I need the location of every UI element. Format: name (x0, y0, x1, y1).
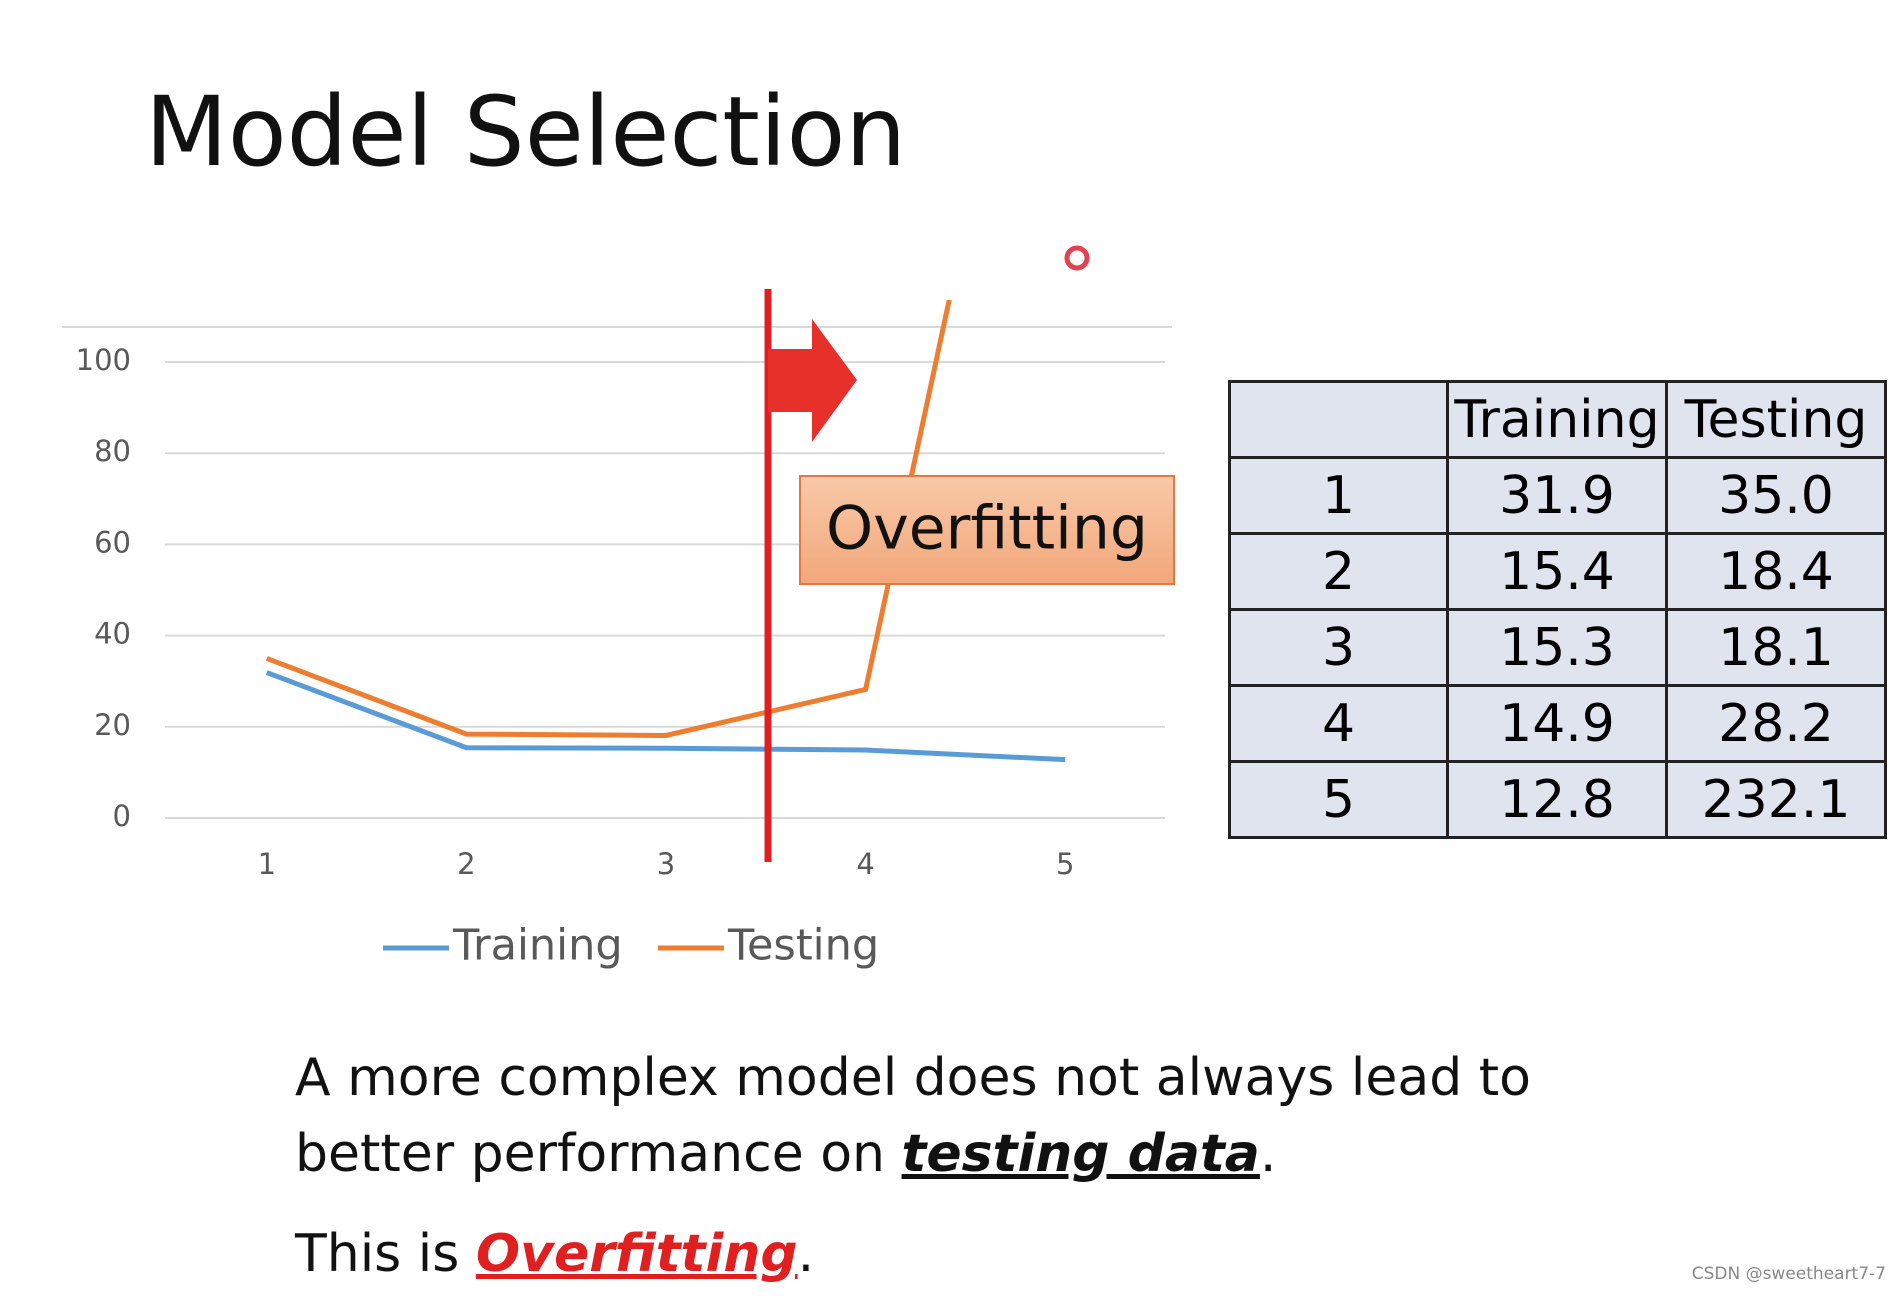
text: . (797, 1224, 815, 1284)
term: Overfitting (475, 1224, 798, 1284)
text-line: better performance on testing data. (295, 1116, 1531, 1192)
cell: 3 (1228, 608, 1449, 687)
series-line (265, 670, 1066, 763)
arrow (768, 319, 857, 442)
cell: 232.1 (1665, 760, 1887, 839)
y-tick-label: 80 (94, 434, 131, 468)
cell: 18.4 (1665, 532, 1887, 611)
cell: 1 (1228, 456, 1449, 535)
cell: 15.3 (1446, 608, 1668, 687)
x-tick-label: 5 (1056, 847, 1074, 881)
cell: 35.0 (1665, 456, 1887, 535)
legend-label: Training (452, 921, 623, 971)
x-tick-label: 1 (258, 847, 276, 881)
text: . (1259, 1124, 1277, 1184)
y-tick-label: 40 (94, 617, 131, 651)
table-row: 4 14.9 28.2 (1228, 684, 1887, 763)
watermark: CSDN @sweetheart7-7 (1691, 1264, 1886, 1284)
cell: 15.4 (1446, 532, 1668, 611)
text-line: This is Overfitting. (295, 1216, 1531, 1292)
y-tick-label: 100 (76, 343, 131, 377)
cell: 28.2 (1665, 684, 1887, 763)
slide-title: Model Selection (145, 76, 907, 188)
cell: 31.9 (1446, 456, 1668, 535)
text-line: A more complex model does not always lea… (295, 1048, 1531, 1108)
cell: Testing (1665, 380, 1887, 459)
pointer (1064, 245, 1090, 271)
table-row: Training Testing (1228, 380, 1887, 459)
table-row: 1 31.9 35.0 (1228, 456, 1887, 535)
body-text: A more complex model does not always lea… (295, 1040, 1531, 1292)
cell: Training (1446, 380, 1668, 459)
text: better performance on (295, 1124, 902, 1184)
cell: 2 (1228, 532, 1449, 611)
x-tick-label: 4 (856, 847, 874, 881)
emphasis: testing data (901, 1124, 1260, 1184)
plot (265, 300, 1066, 763)
chart: 0 20 40 60 80 100 1 2 3 4 5 Overfitting Training Te… (62, 245, 1175, 971)
annotation: Overfitting (826, 494, 1148, 564)
series-line (265, 300, 952, 738)
y-tick-label: 20 (94, 708, 131, 742)
grid: 0 20 40 60 80 100 1 2 3 4 5 (76, 343, 1165, 881)
y-tick-label: 0 (113, 799, 131, 833)
annotation-box (799, 475, 1175, 585)
table-row: 2 15.4 18.4 (1228, 532, 1887, 611)
table-row: 5 12.8 232.1 (1228, 760, 1887, 839)
legend-label: Testing (727, 921, 879, 971)
x-tick-label: 3 (657, 847, 675, 881)
table: Training Testing 1 31.9 35.0 2 15.4 18.4 3 15.3 18… (1228, 380, 1887, 839)
text: This is (295, 1224, 476, 1284)
cell: 14.9 (1446, 684, 1668, 763)
cell: 5 (1228, 760, 1449, 839)
cell (1228, 380, 1449, 459)
table-row: 3 15.3 18.1 (1228, 608, 1887, 687)
x-tick-label: 2 (457, 847, 475, 881)
y-tick-label: 60 (94, 525, 131, 559)
cell: 4 (1228, 684, 1449, 763)
cell: 18.1 (1665, 608, 1887, 687)
cell: 12.8 (1446, 760, 1668, 839)
